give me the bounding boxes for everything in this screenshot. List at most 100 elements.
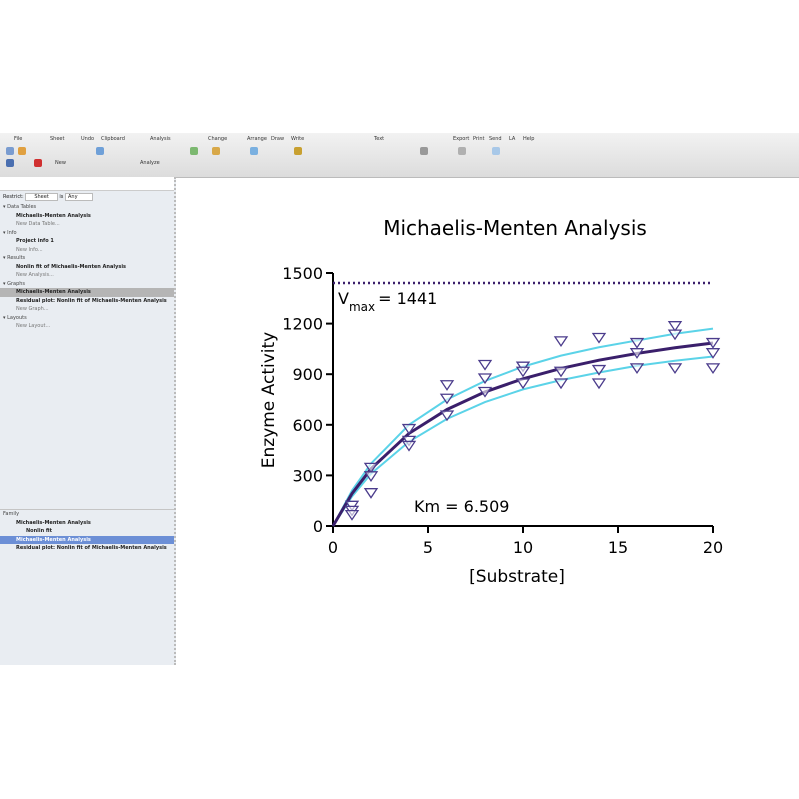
x-tick-label: 15 <box>608 538 628 557</box>
filter-row: Restrict: Sheet is Any <box>0 191 174 204</box>
sheet-item[interactable]: Michaelis-Menten Analysis <box>16 212 91 219</box>
data-point <box>705 337 721 349</box>
data-point <box>591 364 607 376</box>
icon[interactable] <box>212 147 220 155</box>
group-label: Help <box>523 136 535 142</box>
group-label: File <box>14 136 23 142</box>
section-header[interactable]: ▾ Results <box>3 255 26 261</box>
data-point <box>553 378 569 390</box>
data-point <box>515 366 531 378</box>
data-point <box>667 321 683 332</box>
data-point <box>363 488 379 499</box>
group-label: LA <box>509 136 516 142</box>
group-label: Export <box>453 136 470 142</box>
y-axis-label: Enzyme Activity <box>259 332 279 469</box>
icon[interactable] <box>492 147 500 155</box>
y-tick-label: 300 <box>292 466 323 485</box>
dropdown[interactable]: Any <box>64 192 93 201</box>
toolbar: File Sheet Undo Clipboard Analysis Chang… <box>0 133 799 178</box>
navigator: Restrict: Sheet is Any ▾ Data Tables Mich… <box>0 177 176 665</box>
new-item[interactable]: New Info... <box>16 246 43 253</box>
family-item[interactable]: Residual plot: Nonlin fit of Michaelis-M… <box>16 545 167 551</box>
y-tick-label: 0 <box>313 517 323 536</box>
new-button[interactable]: New <box>55 160 66 166</box>
x-tick-label: 20 <box>703 538 723 557</box>
data-point <box>477 359 493 371</box>
icon[interactable] <box>18 147 26 155</box>
new-item[interactable]: New Layout... <box>16 323 51 329</box>
data-point <box>344 509 360 521</box>
data-point <box>705 363 721 375</box>
new-item[interactable]: New Graph... <box>16 306 49 312</box>
chart: Michaelis-Menten Analysis [Substrate] En… <box>259 216 723 587</box>
fit-curve <box>332 327 714 527</box>
x-axis-label: [Substrate] <box>469 567 565 587</box>
label: is <box>59 193 64 200</box>
data-point <box>477 386 493 398</box>
y-tick-label: 600 <box>292 416 323 435</box>
y-tick-label: 900 <box>292 365 323 384</box>
sheet-item[interactable]: Michaelis-Menten Analysis <box>0 288 174 297</box>
data-point <box>363 462 379 474</box>
data-point <box>629 337 645 349</box>
label: Restrict: <box>3 193 24 200</box>
icon[interactable] <box>420 147 428 155</box>
y-tick-label: 1500 <box>282 264 323 283</box>
section-header: Family <box>3 511 20 517</box>
icon[interactable] <box>34 159 42 167</box>
search[interactable] <box>0 177 174 191</box>
annotation: Vmax = 1441 <box>338 289 437 314</box>
group-label: Clipboard <box>101 136 125 142</box>
data-point <box>477 373 493 385</box>
new-item[interactable]: New Data Table... <box>16 221 60 227</box>
group-label: Analysis <box>150 136 171 142</box>
section-header[interactable]: ▾ Info <box>3 229 17 236</box>
family-item[interactable]: Nonlin fit <box>26 528 53 534</box>
annotation: Km = 6.509 <box>414 497 509 516</box>
section-list: ▾ Data Tables Michaelis-Menten Analysis Ne… <box>0 203 174 331</box>
sheet-item[interactable]: Residual plot: Nonlin fit of Michaelis-M… <box>16 297 167 304</box>
annotation: = 1441 <box>378 289 437 308</box>
family-item[interactable]: Michaelis-Menten Analysis <box>16 519 91 526</box>
data-point <box>553 336 569 348</box>
icon[interactable] <box>250 147 258 155</box>
data-point <box>401 440 417 452</box>
icon[interactable] <box>6 159 14 167</box>
section-header[interactable]: ▾ Graphs <box>3 280 26 287</box>
data-point <box>591 378 607 390</box>
sheet-item[interactable]: Project info 1 <box>16 238 54 244</box>
section-header[interactable]: ▾ Layouts <box>3 314 27 321</box>
annotation: max <box>349 300 375 314</box>
group-label: Undo <box>81 136 95 142</box>
icon[interactable] <box>190 147 198 155</box>
icon[interactable] <box>294 147 302 155</box>
dropdown[interactable]: Sheet <box>25 192 58 201</box>
section-header[interactable]: ▾ Data Tables <box>3 204 37 210</box>
data-point <box>363 471 379 482</box>
data-point <box>439 393 455 405</box>
x-tick-label: 10 <box>513 538 533 557</box>
group-label: Print <box>473 136 485 142</box>
data-point <box>667 363 683 375</box>
group-label: Send <box>489 136 502 142</box>
new-item[interactable]: New Analysis... <box>16 272 54 278</box>
chart-title: Michaelis-Menten Analysis <box>383 216 647 240</box>
fit-curve <box>332 355 714 527</box>
x-tick-label: 0 <box>328 538 338 557</box>
family-pane: Family Michaelis-Menten Analysis Nonlin fi… <box>0 509 174 553</box>
sheet-item[interactable]: Nonlin fit of Michaelis-Menten Analysis <box>16 263 127 270</box>
family-item[interactable]: Michaelis-Menten Analysis <box>0 535 174 544</box>
group-label: Change <box>208 136 228 142</box>
icon[interactable] <box>458 147 466 155</box>
data-point <box>629 348 645 359</box>
icon[interactable] <box>6 147 14 155</box>
analyze-button[interactable]: Analyze <box>140 160 160 166</box>
group-label: Draw <box>271 136 285 142</box>
data-point <box>705 348 721 359</box>
data-point <box>439 380 455 391</box>
data-point <box>553 366 569 378</box>
data-point <box>515 378 531 390</box>
icon[interactable] <box>96 147 104 155</box>
data-point <box>439 410 455 422</box>
